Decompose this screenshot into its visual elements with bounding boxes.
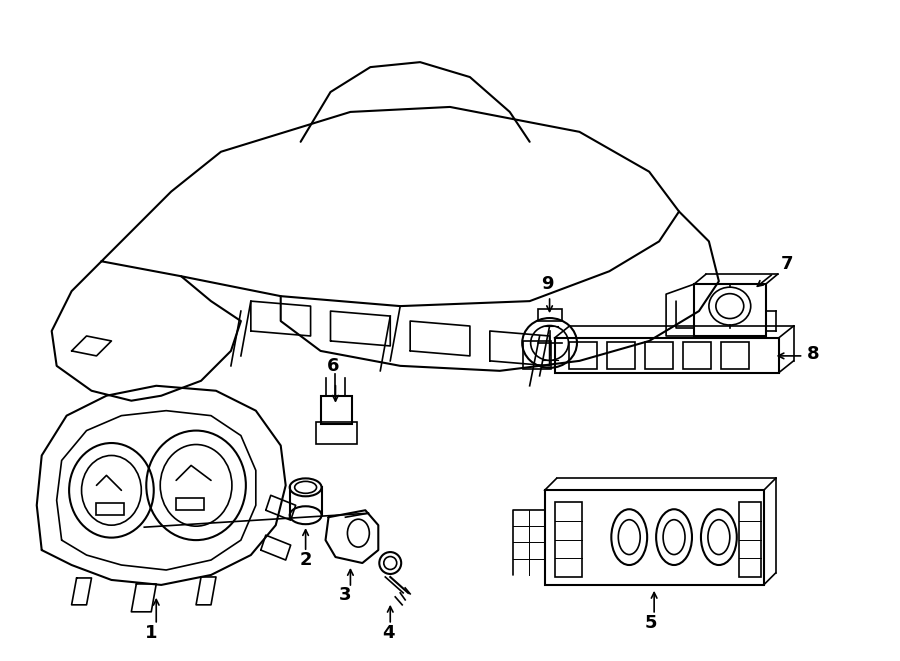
Text: 5: 5: [645, 614, 657, 632]
Text: 9: 9: [541, 275, 554, 293]
Bar: [721, 342, 749, 369]
Bar: [544, 490, 764, 585]
Text: 4: 4: [382, 624, 394, 642]
Text: 6: 6: [328, 357, 339, 375]
Bar: [320, 396, 353, 424]
Bar: [554, 338, 778, 373]
Bar: [316, 422, 357, 444]
Bar: [694, 284, 766, 336]
Text: 2: 2: [300, 551, 312, 569]
Bar: [570, 342, 598, 369]
Bar: [645, 342, 673, 369]
Text: 3: 3: [339, 586, 352, 604]
Text: 1: 1: [145, 624, 158, 642]
Bar: [554, 502, 582, 577]
Bar: [683, 342, 711, 369]
Bar: [608, 342, 635, 369]
Bar: [537, 309, 562, 321]
Text: 7: 7: [780, 255, 793, 273]
Text: 8: 8: [806, 345, 819, 363]
Bar: [523, 341, 551, 369]
Bar: [739, 502, 760, 577]
